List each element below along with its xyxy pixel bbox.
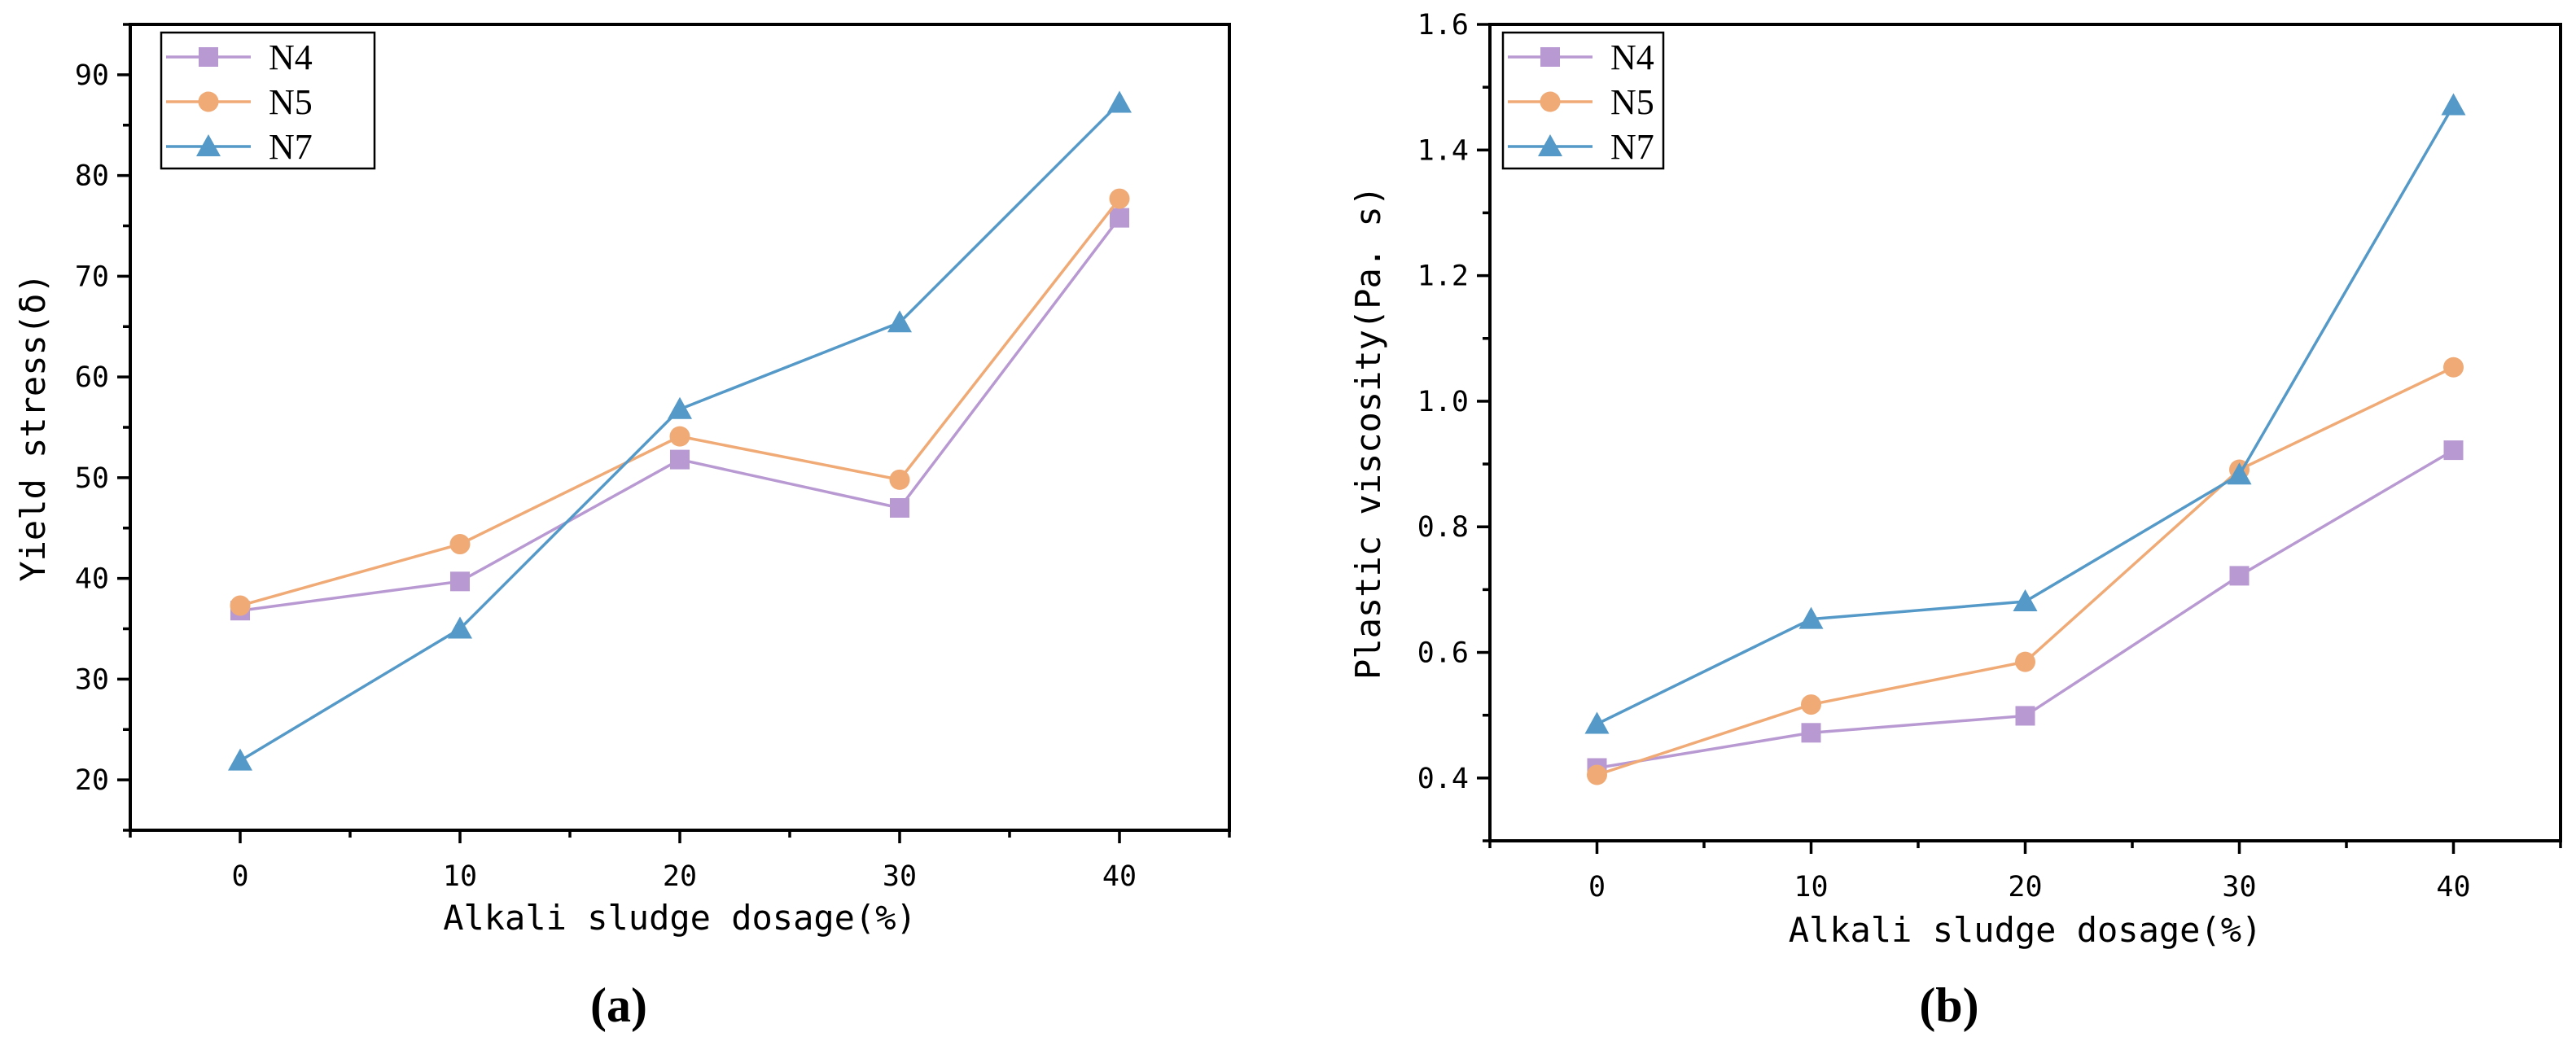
data-point: [1107, 90, 1132, 113]
data-point: [450, 571, 470, 592]
x-axis-title: Alkali sludge dosage(%): [443, 898, 917, 938]
data-point: [1109, 188, 1130, 209]
data-point: [889, 469, 910, 490]
data-point: [2015, 706, 2035, 726]
x-tick-label: 0: [231, 860, 248, 893]
x-tick-label: 10: [443, 860, 477, 893]
data-point: [1798, 606, 1824, 629]
legend-label: N7: [1610, 127, 1654, 167]
legend-label: N5: [269, 82, 313, 122]
legend-marker: [1540, 91, 1561, 112]
data-point: [2229, 566, 2250, 586]
y-tick-label: 30: [75, 663, 109, 696]
data-point: [449, 534, 471, 555]
panel-b-chart: 0 10 20 30 40 0.4 0.6 0.8 1.0 1.2 1.4 1.6 Alkali slu…: [1348, 9, 2562, 950]
series-n7: [228, 90, 1132, 771]
data-point: [228, 748, 252, 771]
legend-label: N4: [269, 37, 313, 77]
data-point: [1801, 694, 1821, 715]
legend-marker: [199, 47, 218, 67]
data-point: [1584, 711, 1610, 734]
x-tick-label: 20: [663, 860, 697, 893]
legend: N4 N5 N7: [1501, 31, 1665, 170]
x-tick-label: 30: [883, 860, 917, 893]
data-point: [2227, 462, 2252, 485]
data-point: [668, 396, 692, 419]
series-n5: [230, 188, 1130, 616]
data-point: [669, 426, 690, 447]
y-tick-label: 1.6: [1417, 9, 1469, 42]
y-tick-label: 90: [75, 59, 109, 92]
data-point: [2443, 440, 2464, 461]
panel-a-label: (a): [590, 978, 647, 1032]
y-tick-label: 1.0: [1417, 386, 1469, 418]
x-tick-label: 0: [1588, 871, 1606, 903]
y-tick-label: 60: [75, 361, 109, 394]
legend: N4 N5 N7: [160, 31, 376, 170]
data-point: [887, 310, 912, 333]
y-tick-label: 0.6: [1417, 637, 1469, 670]
y-tick-label: 50: [75, 462, 109, 495]
series-n7: [1584, 93, 2466, 734]
data-point: [1110, 208, 1129, 228]
x-tick-label: 30: [2222, 871, 2256, 903]
legend-marker: [196, 134, 221, 156]
data-point: [230, 595, 251, 616]
panel-a-chart: 0 10 20 30 40 20 30 40 50 60 70 80 90 Alkali sludge d…: [13, 23, 1231, 938]
x-axis-title: Alkali sludge dosage(%): [1789, 910, 2263, 950]
legend-marker: [1540, 47, 1560, 67]
y-tick-label: 80: [75, 160, 109, 193]
data-point: [448, 616, 472, 639]
data-point: [670, 449, 690, 470]
data-point: [890, 498, 909, 518]
y-tick-label: 0.4: [1417, 763, 1469, 795]
y-tick-label: 40: [75, 563, 109, 596]
legend-label: N7: [269, 127, 313, 167]
panel-b-label: (b): [1919, 978, 1978, 1032]
data-point: [1587, 764, 1607, 785]
data-point: [2443, 357, 2464, 378]
x-tick-label: 40: [2436, 871, 2470, 903]
x-tick-label: 10: [1794, 871, 1828, 903]
x-tick-label: 20: [2008, 871, 2042, 903]
y-tick-label: 20: [75, 764, 109, 797]
legend-label: N5: [1610, 82, 1654, 122]
data-point: [2441, 93, 2466, 116]
series-line: [1596, 104, 2456, 726]
data-point: [2013, 589, 2038, 612]
data-point: [1801, 723, 1821, 743]
y-axis-title: Plastic viscosity(Pa. s): [1348, 186, 1388, 680]
legend-marker: [198, 91, 219, 112]
legend-label: N4: [1610, 37, 1654, 77]
legend-marker: [1538, 134, 1562, 156]
y-tick-label: 1.4: [1417, 134, 1469, 167]
x-tick-label: 40: [1102, 860, 1137, 893]
y-axis-title: Yield stress(δ): [13, 273, 53, 581]
y-tick-label: 70: [75, 260, 109, 293]
data-point: [2015, 651, 2035, 672]
y-tick-label: 1.2: [1417, 260, 1469, 293]
y-tick-label: 0.8: [1417, 511, 1469, 544]
